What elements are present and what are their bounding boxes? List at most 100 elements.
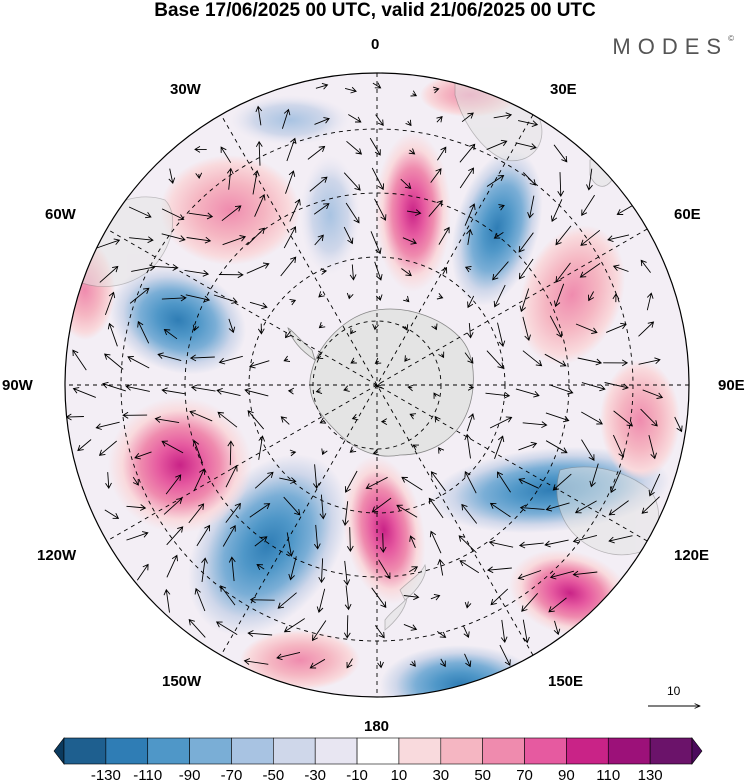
wind-vector-arrow [674, 416, 683, 433]
wind-vector-arrow [485, 391, 511, 399]
wind-vector-arrow [608, 500, 629, 516]
wind-vector-arrow [493, 284, 506, 308]
wind-vector-arrow [217, 411, 238, 428]
modes-logo: MODES© [612, 34, 734, 60]
wind-vector-arrow [406, 209, 422, 216]
wind-vector-arrow [281, 108, 291, 129]
wind-vector-arrow [190, 384, 216, 392]
wind-vector-arrow [431, 323, 438, 331]
wind-vector-arrow [459, 560, 480, 574]
wind-vector-arrow [137, 320, 150, 344]
wind-vector-arrow [574, 500, 597, 514]
wind-vector-arrow [493, 112, 513, 119]
wind-vector-arrow [243, 658, 269, 665]
wind-vector-arrow [374, 625, 385, 639]
wind-vector-arrow [522, 619, 530, 644]
wind-vector-arrow [409, 413, 417, 420]
wind-vector-arrow [438, 226, 450, 245]
wind-vector-arrow [350, 327, 357, 335]
wind-vector-arrow [380, 418, 388, 425]
wind-vector-arrow [249, 301, 268, 310]
wind-vector-arrow [350, 357, 357, 364]
wind-vector-arrow [579, 263, 601, 278]
wind-vector-arrow [607, 234, 630, 243]
wind-vector-arrow [276, 651, 301, 661]
wind-vector-arrow [522, 316, 531, 342]
wind-vector-arrow [402, 237, 417, 245]
wind-vector-arrow [430, 593, 441, 601]
wind-vector-arrow [428, 497, 444, 519]
wind-vector-arrow [464, 601, 472, 609]
wind-vector-arrow [486, 139, 508, 151]
wind-vector-arrow [126, 531, 149, 541]
wind-vector-arrow [608, 535, 633, 544]
wind-vector-arrow [545, 440, 568, 454]
brand-text: MODES [612, 34, 729, 59]
wind-vector-arrow [218, 355, 243, 365]
colorbar-swatch [649, 737, 693, 765]
wind-vector-arrow [494, 435, 505, 459]
wind-vector-arrow [246, 227, 266, 246]
lon-label-60w: 60W [45, 206, 76, 223]
wind-vector-arrow [102, 381, 126, 392]
wind-vector-arrow [518, 120, 539, 128]
wind-vector-arrow [348, 114, 362, 123]
wind-vector-arrow [581, 439, 595, 461]
wind-vector-arrow [314, 117, 330, 125]
colorbar-swatch [63, 737, 107, 765]
wind-vector-arrow [154, 416, 180, 424]
anomaly-positive-60e [518, 225, 626, 365]
lon-label-60e: 60E [674, 206, 701, 223]
wind-vector-arrow [648, 473, 661, 497]
wind-vector-arrow [374, 357, 382, 364]
wind-vector-arrow [370, 231, 382, 255]
wind-vector-arrow [555, 225, 572, 246]
wind-vector-arrow [244, 387, 269, 397]
wind-vector-arrow [372, 82, 382, 89]
wind-vector-arrow [589, 463, 599, 488]
wind-vector-arrow [277, 592, 297, 609]
wind-vector-arrow [459, 167, 474, 189]
wind-vector-arrow [371, 167, 385, 191]
wind-vector-arrow [461, 503, 478, 524]
wind-vector-arrow [572, 534, 598, 544]
wind-vector-arrow [249, 503, 271, 518]
wind-vector-arrow [464, 653, 472, 668]
wind-vector-arrow [553, 620, 561, 636]
wind-vector-arrow [318, 291, 325, 298]
wind-vector-arrow [441, 266, 448, 275]
wind-vector-arrow [349, 264, 357, 281]
wind-vector-arrow [612, 434, 625, 458]
map-boundary [64, 72, 690, 698]
lon-label-150w: 150W [162, 673, 202, 690]
wind-vector-arrow [220, 146, 232, 163]
wind-vector-arrow [407, 384, 414, 392]
colorbar-tick-label: 10 [390, 767, 408, 784]
anomaly-positive-320e [160, 155, 300, 265]
wind-vector-arrow [603, 359, 629, 367]
wind-vector-arrow [343, 172, 361, 191]
wind-vector-arrow [222, 525, 236, 547]
wind-vector-arrow [257, 323, 265, 335]
colorbar-swatch [524, 737, 567, 765]
wind-vector-arrow [408, 566, 419, 573]
colorbar-tick-label: -90 [178, 767, 201, 784]
wind-vector-arrow [464, 352, 474, 364]
wind-vector-arrow [249, 596, 275, 604]
wind-vector-arrow [552, 473, 572, 491]
antarctic-peninsula [287, 327, 316, 361]
wind-vector-arrow [313, 203, 330, 215]
lon-label-30w: 30W [170, 81, 201, 98]
wind-vector-arrow [189, 410, 213, 422]
wind-vector-arrow [161, 208, 185, 221]
wind-vector-arrow [313, 524, 321, 550]
wind-vector-arrow [581, 411, 603, 425]
wind-vector-arrow [343, 615, 351, 639]
wind-vector-arrow [218, 271, 244, 279]
wind-vector-arrow [437, 558, 444, 576]
wind-vector-arrow [466, 323, 474, 339]
wind-vector-arrow [72, 349, 87, 371]
wind-vector-arrow [189, 354, 215, 362]
wind-vector-arrow [400, 178, 412, 189]
wind-vector-arrow [518, 232, 534, 253]
